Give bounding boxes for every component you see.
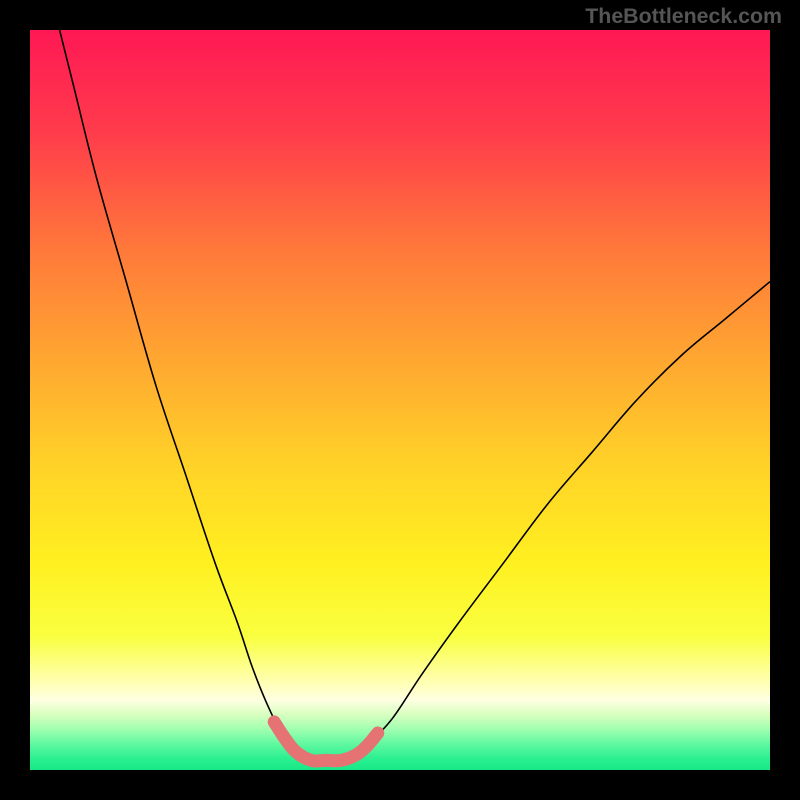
curve-svg <box>30 30 770 770</box>
overlay-band <box>274 722 378 761</box>
bottleneck-curve <box>60 30 770 761</box>
chart-container: TheBottleneck.com <box>0 0 800 800</box>
plot-area <box>30 30 770 770</box>
watermark-text: TheBottleneck.com <box>585 4 782 29</box>
